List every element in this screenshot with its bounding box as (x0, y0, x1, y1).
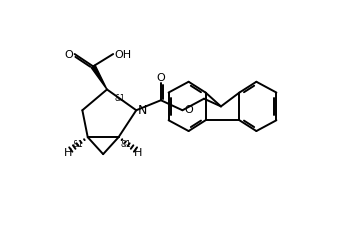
Text: N: N (138, 104, 147, 117)
Text: &1: &1 (120, 140, 131, 149)
Text: H: H (134, 147, 143, 158)
Text: &1: &1 (72, 140, 83, 149)
Text: O: O (157, 73, 165, 83)
Text: H: H (63, 147, 72, 158)
Text: OH: OH (115, 50, 132, 60)
Text: O: O (184, 105, 193, 115)
Text: O: O (64, 50, 73, 60)
Polygon shape (91, 65, 107, 89)
Text: &1: &1 (115, 94, 125, 103)
